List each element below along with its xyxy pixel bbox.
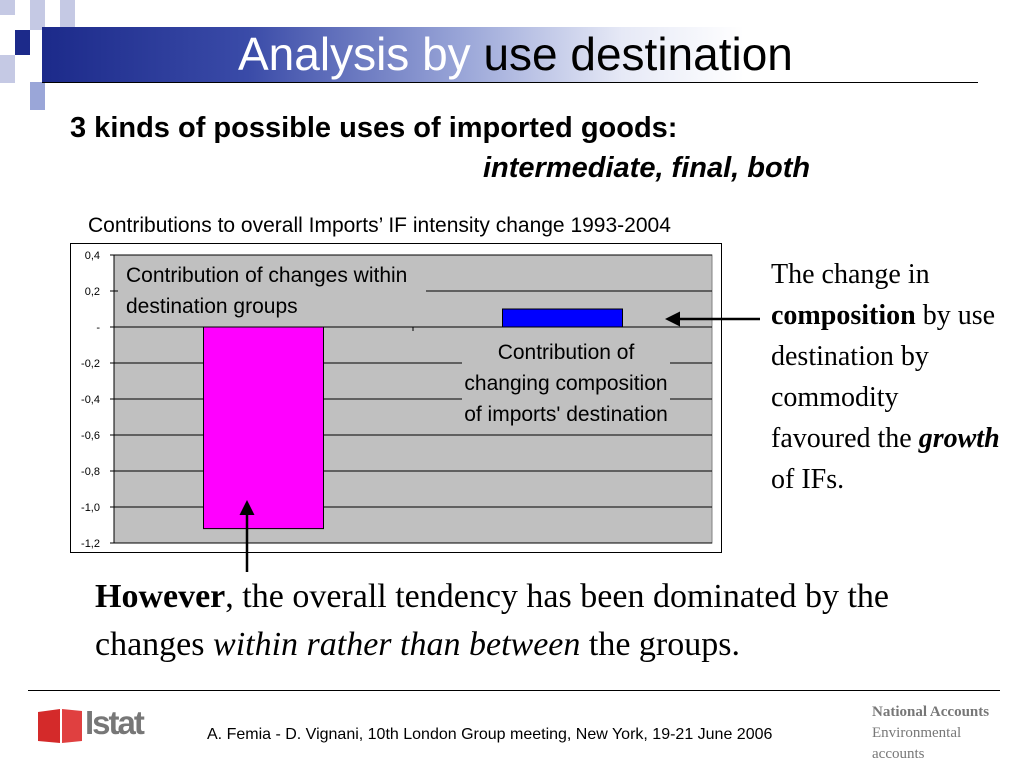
istat-logo [38,709,82,743]
decor-square [15,30,30,55]
decor-square [0,0,15,15]
bar-2 [502,308,623,328]
side-text-part: of IFs. [771,464,845,495]
side-text-part: The change in [771,259,930,290]
y-tick-label: -0,6 [81,430,100,442]
side-text-bold-italic: growth [918,423,1000,454]
conclusion-italic: within rather than between [213,626,581,663]
decor-square [60,0,75,28]
title-part-1: Analysis by [238,28,484,80]
footer-right-line-3: accounts [872,746,925,762]
footer-section-label: National Accounts Environmental accounts [872,702,989,765]
y-tick-label: - [96,322,100,334]
footer-divider [28,690,1000,691]
footer-credit: A. Femia - D. Vignani, 10th London Group… [207,726,773,743]
conclusion-part: , the overall tendency has been dominate… [95,578,889,663]
y-tick-label: -0,4 [81,394,100,406]
footer-right-line-2: Environmental [872,725,962,741]
y-tick-label: -0,2 [81,358,100,370]
slide-title: Analysis by use destination [238,26,793,82]
subtitle-line-2: intermediate, final, both [483,152,811,184]
chart-title: Contributions to overall Imports’ IF int… [88,214,671,237]
annotation-within-groups: Contribution of changes within destinati… [118,259,426,322]
conclusion-bold: However [95,578,226,615]
conclusion-part: the groups. [580,626,740,663]
y-tick-label: 0,2 [85,286,100,298]
footer-right-line-1: National Accounts [872,704,990,720]
side-text-part: by use destination by commodity favoured… [771,300,996,454]
decor-square [0,55,15,83]
title-bar [42,27,978,82]
annotation-composition: Contribution of changing composition of … [462,337,670,430]
bar-1 [203,326,324,530]
y-tick-label: -1,0 [81,502,100,514]
y-tick-label: -1,2 [81,538,100,550]
y-tick-label: -0,8 [81,466,100,478]
logo-text: Istat [85,704,145,741]
decor-square [30,82,45,110]
side-commentary: The change in composition by use destina… [771,254,1001,500]
title-divider [42,82,978,83]
subtitle-line-1: 3 kinds of possible uses of imported goo… [70,112,678,144]
y-tick-label: 0,4 [85,250,100,262]
side-text-bold: composition [771,300,916,331]
conclusion-text: However, the overall tendency has been d… [95,573,975,669]
title-part-2: use destination [483,28,793,80]
decor-square [30,0,45,30]
